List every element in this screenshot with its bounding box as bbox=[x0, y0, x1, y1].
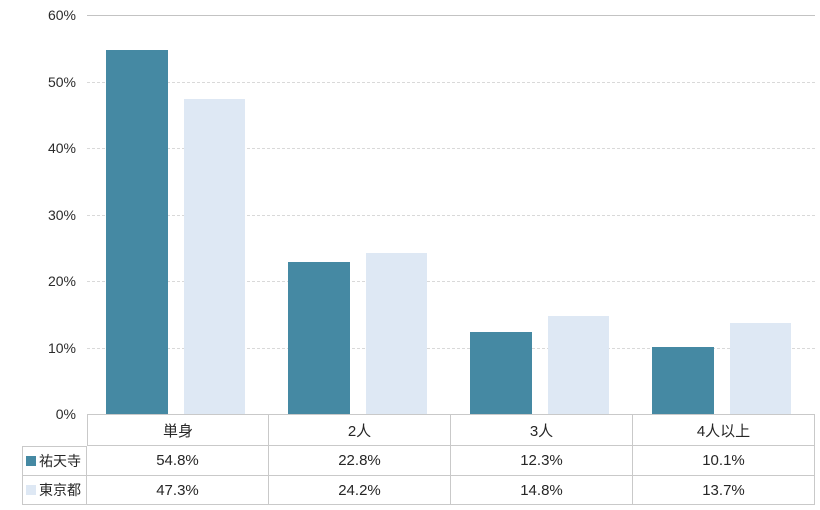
table-corner-cell bbox=[22, 414, 87, 446]
bar-tokyo bbox=[184, 99, 245, 414]
legend-label: 東京都 bbox=[39, 482, 81, 498]
bar-group bbox=[269, 15, 451, 414]
table-header-cell: 3人 bbox=[451, 414, 633, 446]
gridline-40 bbox=[87, 148, 815, 149]
y-axis-tick-label: 20% bbox=[47, 273, 76, 289]
table-value-cell: 24.2% bbox=[269, 476, 451, 505]
y-axis-tick-label: 0% bbox=[55, 406, 76, 422]
bar-tokyo bbox=[366, 253, 427, 414]
legend-swatch-tokyo bbox=[26, 485, 36, 495]
y-axis-tick-label: 50% bbox=[47, 74, 76, 90]
table-value-cell: 47.3% bbox=[87, 476, 269, 505]
table-value-cell: 12.3% bbox=[451, 446, 633, 476]
bar-group bbox=[633, 15, 815, 414]
legend-label: 祐天寺 bbox=[39, 453, 81, 469]
table-header-cell: 4人以上 bbox=[633, 414, 815, 446]
table-value-cell: 13.7% bbox=[633, 476, 815, 505]
legend-item-yutenji: 祐天寺 bbox=[22, 446, 87, 476]
bar-yutenji bbox=[652, 346, 714, 414]
data-table: 単身 2人 3人 4人以上 祐天寺 54.8% 22.8% 12.3% 10.1… bbox=[22, 414, 816, 506]
legend-item-tokyo: 東京都 bbox=[22, 476, 87, 505]
bar-yutenji bbox=[470, 332, 532, 414]
gridline-10 bbox=[87, 347, 815, 349]
table-value-cell: 14.8% bbox=[451, 476, 633, 505]
y-axis-tick-label: 10% bbox=[47, 340, 76, 356]
y-axis-tick-label: 30% bbox=[47, 207, 76, 223]
gridline-30 bbox=[87, 214, 815, 216]
bar-tokyo bbox=[548, 315, 609, 414]
gridline-60 bbox=[87, 15, 815, 16]
table-value-cell: 22.8% bbox=[269, 446, 451, 476]
gridline-50 bbox=[87, 81, 815, 83]
bar-yutenji bbox=[106, 49, 168, 414]
bar-yutenji bbox=[288, 262, 350, 414]
table-value-cell: 54.8% bbox=[87, 446, 269, 476]
gridline-20 bbox=[87, 281, 815, 282]
y-axis-tick-label: 60% bbox=[47, 7, 76, 23]
bar-group bbox=[451, 15, 633, 414]
table-value-cell: 10.1% bbox=[633, 446, 815, 476]
y-axis-tick-label: 40% bbox=[47, 140, 76, 156]
plot-area bbox=[87, 15, 815, 414]
bar-group bbox=[87, 15, 269, 414]
table-header-cell: 単身 bbox=[87, 414, 269, 446]
bar-tokyo bbox=[730, 322, 791, 414]
table-header-cell: 2人 bbox=[269, 414, 451, 446]
legend-swatch-yutenji bbox=[26, 456, 36, 466]
